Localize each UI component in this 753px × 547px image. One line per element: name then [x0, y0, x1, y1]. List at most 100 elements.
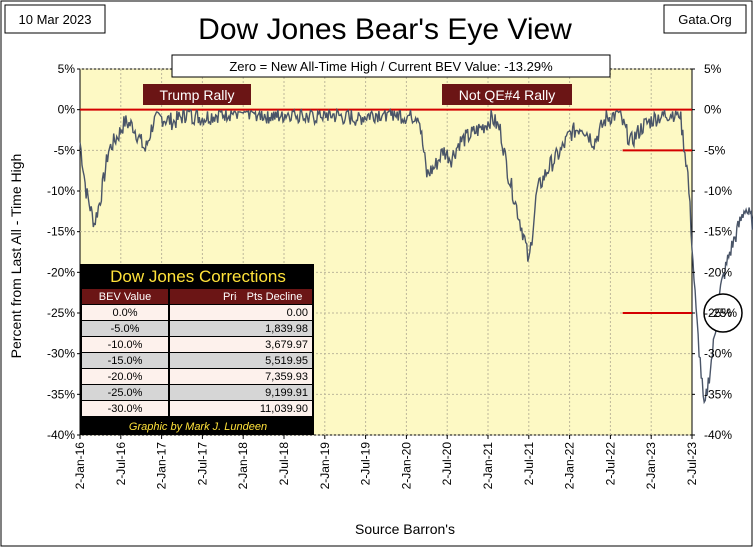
table-row: -10.0%33,119.693,679.97 — [82, 337, 312, 352]
x-tick-label: 2-Jul-20 — [440, 442, 454, 486]
y-tick-label-right: -40% — [704, 428, 732, 442]
x-tick-label: 2-Jul-16 — [114, 442, 128, 486]
y-tick-label-right: -35% — [704, 387, 732, 401]
y-tick-label-left: -20% — [47, 265, 75, 279]
table-cell — [82, 321, 168, 336]
x-tick-label: 2-Jan-21 — [481, 442, 495, 490]
y-tick-label-left: -15% — [47, 225, 75, 239]
y-tick-label-left: -40% — [47, 428, 75, 442]
y-axis-right: 5% 0% -5% -10% -15% -20% -25% -30% -35% -40% — [692, 62, 732, 442]
y-tick-label-left: 5% — [58, 62, 76, 76]
banner-trump-rally-label: Trump Rally — [160, 87, 235, 103]
table-header-label: BEV Value — [99, 291, 151, 303]
table-cell — [237, 385, 312, 400]
table-row: -15.0%31,279.705,519.95 — [82, 353, 312, 368]
table-body: 0.0%36,799.650.00-5.0%34,959.671,839.98-… — [82, 305, 312, 416]
series-layer — [79, 107, 753, 405]
x-tick-label: 2-Jul-23 — [685, 442, 699, 486]
table-cell-value: 0.00 — [287, 307, 308, 319]
x-tick-label: 2-Jan-22 — [563, 442, 577, 490]
y-tick-label-right: -10% — [704, 184, 732, 198]
table-cell-value: 5,519.95 — [265, 355, 308, 367]
x-tick-label: 2-Jan-17 — [155, 442, 169, 490]
table-cell — [82, 401, 168, 416]
table-cell-value: 9,199.91 — [265, 387, 308, 399]
table-cell-value: -30.0% — [108, 403, 143, 415]
x-axis-label: Source Barron's — [355, 521, 455, 537]
table-row: -20.0%29,439.727,359.93 — [82, 369, 312, 384]
table-cell — [82, 369, 168, 384]
table-header-label: Pts Decline — [247, 291, 303, 303]
table-cell-value: 1,839.98 — [265, 323, 308, 335]
table-cell-value: -20.0% — [108, 371, 143, 383]
table-cell — [82, 353, 168, 368]
y-tick-label-right: 0% — [704, 103, 722, 117]
table-cell-value: -15.0% — [108, 355, 143, 367]
banner-trump-rally — [143, 84, 251, 105]
table-row: -5.0%34,959.671,839.98 — [82, 321, 312, 336]
y-tick-label-left: -25% — [47, 306, 75, 320]
y-tick-label-left: -35% — [47, 387, 75, 401]
date-label: 10 Mar 2023 — [19, 12, 92, 27]
y-tick-label-left: -30% — [47, 347, 75, 361]
x-tick-label: 2-Jul-18 — [277, 442, 291, 486]
dow-bev-line — [79, 107, 753, 405]
banner-qe-rally — [442, 84, 572, 105]
table-cell — [237, 401, 312, 416]
circle-marker — [703, 293, 743, 333]
site-box — [663, 4, 747, 34]
table-cell-value: -5.0% — [111, 323, 140, 335]
x-tick-label: 2-Jul-19 — [359, 442, 373, 486]
y-tick-label-right: -20% — [704, 265, 732, 279]
table-cell — [82, 337, 168, 352]
reference-lines — [80, 108, 692, 314]
chart-subtitle: Zero = New All-Time High / Current BEV V… — [229, 59, 553, 74]
corrections-table: Dow Jones Corrections BEV Value PricePts … — [80, 264, 314, 435]
table-cell-value: 0.0% — [112, 307, 137, 319]
table-cell-value: 3,679.97 — [265, 339, 308, 351]
site-label: Gata.Org — [678, 12, 731, 27]
table-cell-value: -10.0% — [108, 339, 143, 351]
table-cell — [82, 385, 168, 400]
table-header-cell — [82, 289, 168, 304]
x-tick-label: 2-Jul-17 — [195, 442, 209, 486]
table-cell — [82, 305, 168, 320]
table-title: Dow Jones Corrections — [110, 267, 286, 286]
x-tick-label: 2-Jul-22 — [603, 442, 617, 486]
x-tick-label: 2-Jan-18 — [236, 442, 250, 490]
banner-qe-rally-label: Not QE#4 Rally — [459, 87, 555, 103]
x-tick-label: 2-Jul-21 — [522, 442, 536, 486]
table-cell-value: -25.0% — [108, 387, 143, 399]
table-cell — [237, 321, 312, 336]
x-tick-label: 2-Jan-23 — [644, 442, 658, 490]
subtitle-box — [171, 54, 611, 78]
y-tick-label-left: -5% — [54, 143, 76, 157]
y-tick-label-right: 5% — [704, 62, 722, 76]
table-cell-value: 11,039.90 — [260, 403, 308, 415]
date-box — [4, 4, 106, 34]
table-row: -25.0%27,599.749,199.91 — [82, 385, 312, 400]
table-cell — [237, 369, 312, 384]
y-tick-label-right: -5% — [704, 143, 726, 157]
table-cell — [237, 337, 312, 352]
y-tick-label-right: -30% — [704, 347, 732, 361]
y-tick-label-right: -25% — [704, 306, 732, 320]
x-tick-label: 2-Jan-16 — [73, 442, 87, 490]
table-cell-value: 7,359.93 — [265, 371, 308, 383]
table-row: 0.0%36,799.650.00 — [82, 305, 312, 320]
table-row: -30.0%25,759.7611,039.90 — [82, 401, 312, 416]
table-cell — [237, 305, 312, 320]
x-tick-label: 2-Jan-19 — [318, 442, 332, 490]
y-tick-label-left: -10% — [47, 184, 75, 198]
table-header-cell — [237, 289, 312, 304]
y-axis-left: 5% 0% -5% -10% -15% -20% -25% -30% -35% -40% — [47, 62, 80, 442]
chart-title: Dow Jones Bear's Eye View — [198, 13, 572, 46]
y-tick-label-right: -15% — [704, 225, 732, 239]
circle-marker-label: -25% — [709, 306, 737, 320]
table-cell — [237, 353, 312, 368]
x-tick-label: 2-Jan-20 — [399, 442, 413, 490]
x-axis: 2-Jan-16 2-Jul-16 2-Jan-17 2-Jul-17 2-Jan-18… — [73, 435, 699, 489]
table-credit: Graphic by Mark J. Lundeen — [129, 421, 267, 433]
